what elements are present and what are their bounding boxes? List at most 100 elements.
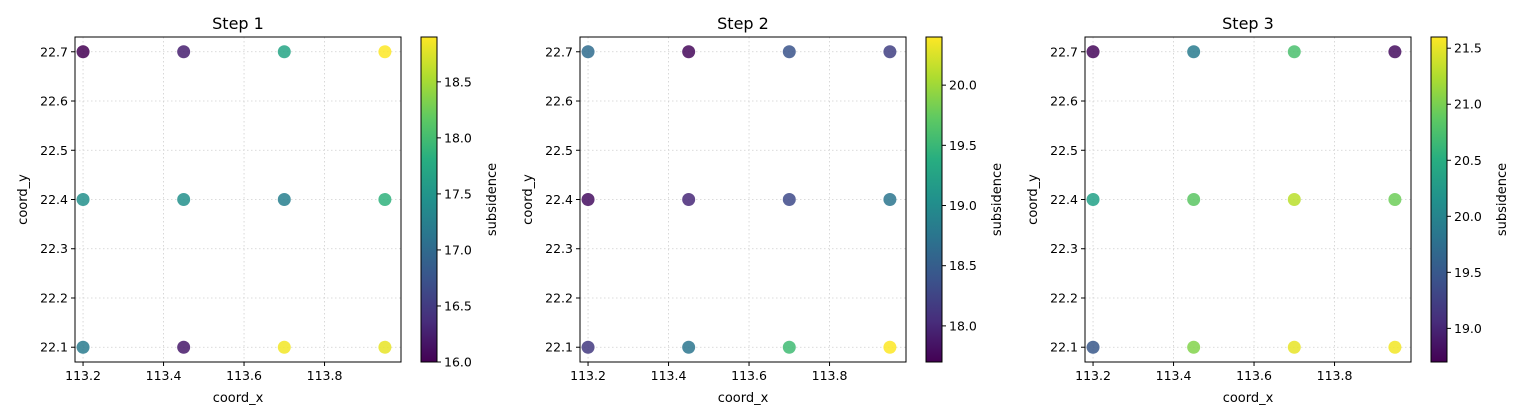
subplot-step-2: 113.2 113.4 113.6 113.8 22.1 22.2 22.3 22.4 22.5…: [521, 14, 1005, 406]
y-tick-label: 22.6: [40, 94, 68, 109]
y-tick-label: 22.1: [1050, 340, 1078, 355]
colorbar-tick-label: 18.5: [949, 258, 977, 273]
colorbar-tick-label: 20.5: [1454, 153, 1482, 168]
colorbar-tick-label: 21.5: [1454, 41, 1482, 56]
colorbar-tick-label: 21.0: [1454, 97, 1482, 112]
x-axis-label: coord_x: [1223, 391, 1274, 406]
scatter-point: [883, 193, 897, 206]
scatter-point: [177, 340, 191, 354]
colorbar-tick-label: 19.0: [949, 198, 977, 213]
y-tick-label: 22.6: [1050, 94, 1078, 109]
y-tick-label: 22.3: [1050, 241, 1078, 256]
colorbar-frame: [925, 36, 943, 363]
subplot-step-1: 113.2 113.4 113.6 113.8 22.1 22.2 22.3 22.4 22.5…: [16, 14, 500, 406]
colorbar: 18.0 18.5 19.0 19.5 20.0 subsidence: [925, 36, 1005, 363]
y-tick-label: 22.2: [1050, 290, 1078, 305]
scatter-point: [1388, 340, 1402, 354]
colorbar-tick-label: 19.5: [949, 138, 977, 153]
scatter-point: [1287, 193, 1301, 206]
y-tick-label: 22.7: [1050, 44, 1078, 59]
subplot-step-3: 113.2 113.4 113.6 113.8 22.1 22.2 22.3 22.4 22.5…: [1026, 14, 1510, 406]
colorbar-frame: [1430, 36, 1448, 363]
x-axis-label: coord_x: [213, 391, 264, 406]
scatter-point: [682, 193, 696, 206]
scatter-point: [883, 45, 897, 59]
colorbar-label: subsidence: [990, 163, 1005, 236]
x-tick-label: 113.2: [570, 368, 606, 383]
colorbar-label: subsidence: [1495, 163, 1510, 236]
scatter-point: [682, 45, 696, 59]
y-tick-label: 22.2: [40, 290, 68, 305]
colorbar-frame: [420, 36, 438, 363]
y-axis-label: coord_y: [521, 174, 536, 225]
scatter-point: [277, 45, 291, 59]
x-tick-label: 113.4: [651, 368, 687, 383]
colorbar-tick-label: 19.5: [1454, 265, 1482, 280]
y-tick-label: 22.4: [545, 192, 573, 207]
colorbar-gradient: [421, 37, 437, 362]
scatter-point: [76, 45, 90, 59]
scatter-point: [378, 340, 392, 354]
y-tick-label: 22.1: [545, 340, 573, 355]
x-tick-label: 113.6: [731, 368, 767, 383]
y-tick-label: 22.4: [40, 192, 68, 207]
y-tick-label: 22.4: [1050, 192, 1078, 207]
y-axis-label: coord_y: [1026, 174, 1041, 225]
colorbar-tick-label: 17.0: [444, 242, 472, 257]
scatter-point: [277, 340, 291, 354]
x-tick-label: 113.2: [1075, 368, 1111, 383]
y-tick-label: 22.7: [545, 44, 573, 59]
scatter-point: [378, 193, 392, 206]
scatter-point: [883, 340, 897, 354]
colorbar-gradient: [1431, 37, 1447, 362]
colorbar-tick-label: 20.0: [949, 78, 977, 93]
scatter-point: [76, 340, 90, 354]
scatter-point: [782, 340, 796, 354]
colorbar-tick-label: 16.0: [444, 355, 472, 370]
y-axis-label: coord_y: [16, 174, 31, 225]
x-axis-label: coord_x: [718, 391, 769, 406]
chart-title: Step 1: [212, 14, 264, 33]
chart-title: Step 3: [1222, 14, 1274, 33]
scatter-point: [581, 193, 595, 206]
chart-title: Step 2: [717, 14, 769, 33]
scatter-point: [1187, 193, 1201, 206]
colorbar: 19.0 19.5 20.0 20.5 21.0 21.5 subsidence: [1430, 36, 1510, 363]
y-tick-label: 22.7: [40, 44, 68, 59]
x-tick-label: 113.4: [1156, 368, 1192, 383]
x-tick-label: 113.8: [812, 368, 848, 383]
scatter-point: [581, 45, 595, 59]
colorbar-tick-label: 20.0: [1454, 209, 1482, 224]
y-tick-label: 22.3: [545, 241, 573, 256]
scatter-point: [782, 193, 796, 206]
scatter-point: [581, 340, 595, 354]
colorbar-tick-label: 16.5: [444, 298, 472, 313]
colorbar-tick-label: 17.5: [444, 186, 472, 201]
scatter-point: [1086, 193, 1100, 206]
y-tick-label: 22.5: [1050, 143, 1078, 158]
colorbar-tick-label: 18.5: [444, 74, 472, 89]
x-tick-label: 113.6: [1236, 368, 1272, 383]
x-tick-label: 113.4: [146, 368, 182, 383]
scatter-point: [1388, 193, 1402, 206]
scatter-point: [76, 193, 90, 206]
y-tick-label: 22.5: [545, 143, 573, 158]
scatter-point: [1287, 340, 1301, 354]
colorbar-tick-label: 18.0: [444, 130, 472, 145]
y-tick-label: 22.3: [40, 241, 68, 256]
colorbar-gradient: [926, 37, 942, 362]
x-tick-label: 113.8: [1317, 368, 1353, 383]
colorbar-label: subsidence: [485, 163, 500, 236]
scatter-point: [277, 193, 291, 206]
scatter-point: [1086, 340, 1100, 354]
scatter-point: [1187, 340, 1201, 354]
colorbar-tick-label: 19.0: [1454, 321, 1482, 336]
y-tick-label: 22.5: [40, 143, 68, 158]
colorbar-tick-label: 18.0: [949, 318, 977, 333]
scatter-point: [1287, 45, 1301, 59]
scatter-point: [1086, 45, 1100, 59]
x-tick-label: 113.6: [226, 368, 262, 383]
colorbar: 16.0 16.5 17.0 17.5 18.0 18.5 subsidence: [420, 36, 500, 370]
scatter-point: [177, 45, 191, 59]
